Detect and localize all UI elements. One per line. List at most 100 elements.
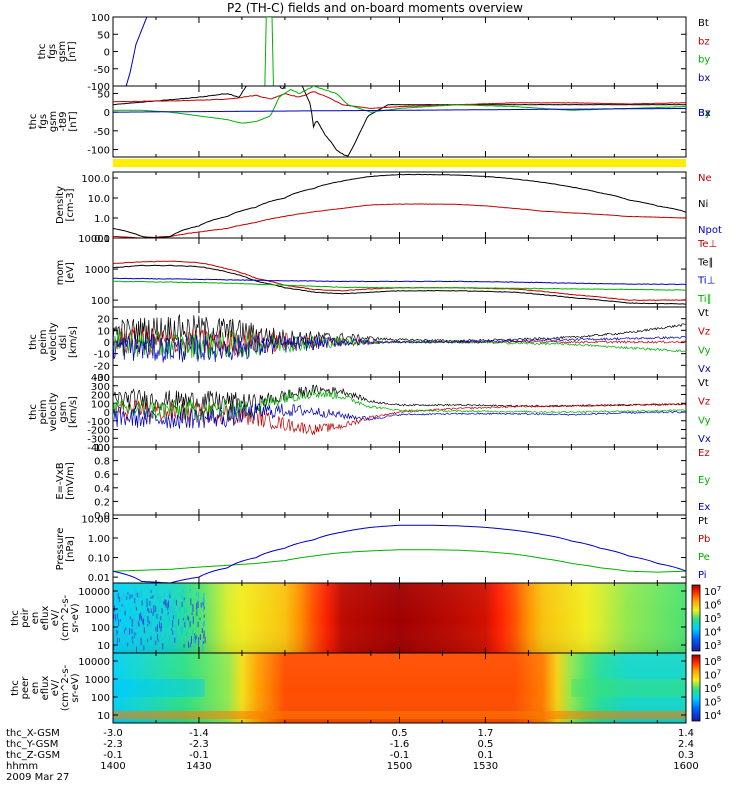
heatmap-speckle bbox=[201, 628, 203, 633]
heatmap-speckle bbox=[153, 605, 155, 613]
heatmap-speckle bbox=[175, 624, 177, 629]
heatmap-speckle bbox=[197, 592, 199, 600]
legend-Ne: Ne bbox=[698, 173, 712, 184]
y-tick-label: 50 bbox=[97, 89, 110, 100]
heatmap-speckle bbox=[184, 609, 186, 614]
heatmap-speckle bbox=[168, 635, 170, 643]
orbit-value: 1500 bbox=[386, 761, 413, 772]
heatmap-speckle bbox=[131, 618, 133, 627]
heatmap-speckle bbox=[116, 637, 118, 644]
y-axis-label: thcpeimvelocitygsm[km/s] bbox=[28, 392, 79, 431]
orbit-value: -0.1 bbox=[189, 750, 209, 761]
heatmap-speckle bbox=[117, 613, 119, 616]
legend-Ti⊥: Ti⊥ bbox=[697, 276, 715, 287]
heatmap-speckle bbox=[119, 590, 120, 596]
heatmap-speckle bbox=[171, 602, 173, 610]
heatmap-speckle bbox=[168, 618, 170, 624]
heatmap-speckle bbox=[139, 613, 141, 621]
heatmap-speckle bbox=[186, 631, 188, 634]
heatmap-speckle bbox=[144, 611, 146, 619]
y-tick-label: -30 bbox=[94, 373, 110, 384]
heatmap-speckle bbox=[172, 630, 174, 635]
heatmap-speckle bbox=[116, 632, 118, 639]
heatmap-speckle bbox=[115, 632, 117, 640]
heatmap-speckle bbox=[204, 636, 206, 644]
heatmap-speckle bbox=[190, 598, 192, 606]
legend-By: By bbox=[698, 108, 711, 119]
heatmap-speckle bbox=[118, 619, 120, 627]
heatmap-speckle bbox=[160, 616, 162, 621]
y-axis-label: thcfgsgsm[nT] bbox=[37, 41, 78, 62]
y-tick-label: 100 bbox=[91, 296, 110, 307]
heatmap-speckle bbox=[203, 621, 204, 628]
orbit-value: 1.7 bbox=[477, 728, 494, 739]
heatmap-speckle bbox=[152, 612, 154, 616]
heatmap-speckle bbox=[173, 615, 174, 620]
y-tick-label: -20 bbox=[94, 361, 110, 372]
heatmap-speckle bbox=[129, 641, 131, 649]
orbit-row-label: hhmm bbox=[6, 761, 39, 772]
y-tick-label: 300 bbox=[91, 382, 110, 393]
heatmap-speckle bbox=[180, 626, 182, 632]
heatmap-speckle bbox=[155, 640, 157, 645]
series-line-Vy bbox=[113, 388, 686, 422]
heatmap-speckle bbox=[188, 616, 190, 621]
colorbar-label: 104 bbox=[704, 709, 722, 722]
heatmap-speckle bbox=[175, 637, 177, 645]
heatmap-speckle bbox=[202, 601, 204, 606]
legend-Te∥: Te∥ bbox=[697, 257, 714, 268]
heatmap-speckle bbox=[129, 628, 131, 635]
series-line-Vz bbox=[113, 400, 686, 436]
colorbar-label: 108 bbox=[704, 655, 721, 668]
heatmap-speckle bbox=[159, 621, 161, 629]
heatmap-speckle bbox=[159, 630, 161, 638]
heatmap-speckle bbox=[124, 605, 126, 611]
heatmap-speckle bbox=[138, 591, 140, 599]
heatmap-speckle bbox=[134, 589, 136, 595]
heatmap-speckle bbox=[179, 592, 181, 596]
heatmap-speckle bbox=[203, 614, 205, 618]
heatmap-speckle bbox=[197, 621, 199, 628]
heatmap-speckle bbox=[196, 610, 198, 617]
heatmap-speckle bbox=[157, 624, 158, 632]
y-tick-label: 400 bbox=[91, 373, 110, 384]
series-group bbox=[125, 17, 274, 86]
y-tick-label: 0.10 bbox=[88, 554, 110, 565]
heatmap-speckle bbox=[164, 633, 166, 639]
heatmap-speckle bbox=[174, 637, 176, 643]
heatmap-speckle bbox=[154, 645, 156, 649]
heatmap-speckle bbox=[116, 630, 118, 634]
series-line-Te∥ bbox=[113, 264, 686, 305]
heatmap-speckle bbox=[149, 601, 151, 606]
series-line-Vx bbox=[113, 403, 686, 429]
flag-bar bbox=[113, 159, 686, 167]
colorbar bbox=[691, 654, 701, 722]
panel-fgs: 100 50 0 -50 -100 thcfgsgsm[nT] Bt bz by bx bbox=[37, 13, 710, 93]
heatmap-speckle bbox=[135, 594, 136, 601]
colorbar-label: 105 bbox=[704, 612, 721, 625]
legend-Bz: Bz bbox=[698, 108, 710, 119]
y-tick-label: 200 bbox=[91, 391, 110, 402]
heatmap-speckle bbox=[124, 610, 126, 616]
heatmap-speckle bbox=[134, 629, 136, 635]
series-group bbox=[113, 173, 686, 238]
series-line-Pe bbox=[113, 549, 686, 573]
y-tick-label: 10.00 bbox=[81, 514, 110, 525]
colorbar bbox=[691, 584, 701, 652]
heatmap-speckle bbox=[167, 602, 169, 611]
orbit-row-label: thc_Y-GSM bbox=[6, 739, 59, 750]
y-axis-label: thcfgsgsm-t89[nT] bbox=[28, 111, 79, 132]
heatmap-speckle bbox=[181, 628, 183, 635]
legend-bz: bz bbox=[698, 36, 710, 47]
orbit-value: 1530 bbox=[472, 761, 499, 772]
y-tick-label: 100 bbox=[91, 13, 110, 24]
heatmap-speckle bbox=[160, 626, 162, 632]
heatmap-speckle bbox=[132, 643, 134, 651]
y-tick-label: 1000 bbox=[85, 675, 110, 686]
heatmap-speckle bbox=[129, 594, 131, 600]
legend-Vt: Vt bbox=[698, 378, 709, 389]
orbit-value: 0.1 bbox=[477, 750, 494, 761]
heatmap-speckle bbox=[130, 608, 132, 612]
heatmap-speckle bbox=[137, 631, 139, 634]
